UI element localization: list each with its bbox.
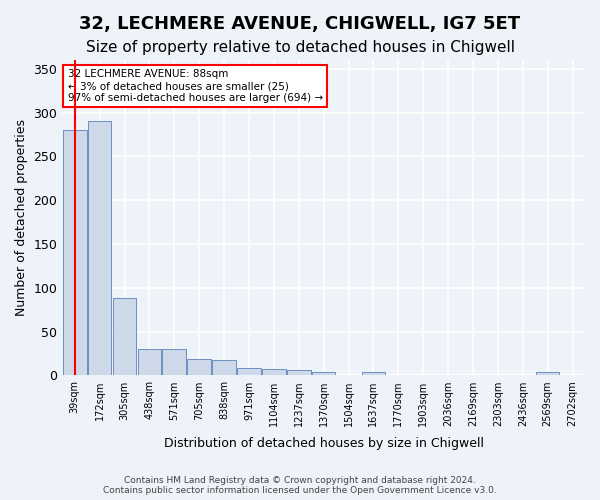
Bar — [137, 349, 161, 376]
Bar — [163, 349, 186, 376]
Bar — [287, 370, 311, 376]
Text: 32 LECHMERE AVENUE: 88sqm
← 3% of detached houses are smaller (25)
97% of semi-d: 32 LECHMERE AVENUE: 88sqm ← 3% of detach… — [68, 70, 323, 102]
Bar — [63, 130, 86, 376]
Bar — [88, 122, 112, 376]
Bar — [536, 372, 559, 376]
Bar — [362, 372, 385, 376]
Bar — [262, 370, 286, 376]
Bar — [113, 298, 136, 376]
Text: Contains HM Land Registry data © Crown copyright and database right 2024.
Contai: Contains HM Land Registry data © Crown c… — [103, 476, 497, 495]
Bar — [312, 372, 335, 376]
X-axis label: Distribution of detached houses by size in Chigwell: Distribution of detached houses by size … — [164, 437, 484, 450]
Bar — [237, 368, 261, 376]
Bar — [187, 359, 211, 376]
Y-axis label: Number of detached properties: Number of detached properties — [15, 119, 28, 316]
Text: 32, LECHMERE AVENUE, CHIGWELL, IG7 5ET: 32, LECHMERE AVENUE, CHIGWELL, IG7 5ET — [79, 15, 521, 33]
Bar — [212, 360, 236, 376]
Text: Size of property relative to detached houses in Chigwell: Size of property relative to detached ho… — [86, 40, 515, 55]
